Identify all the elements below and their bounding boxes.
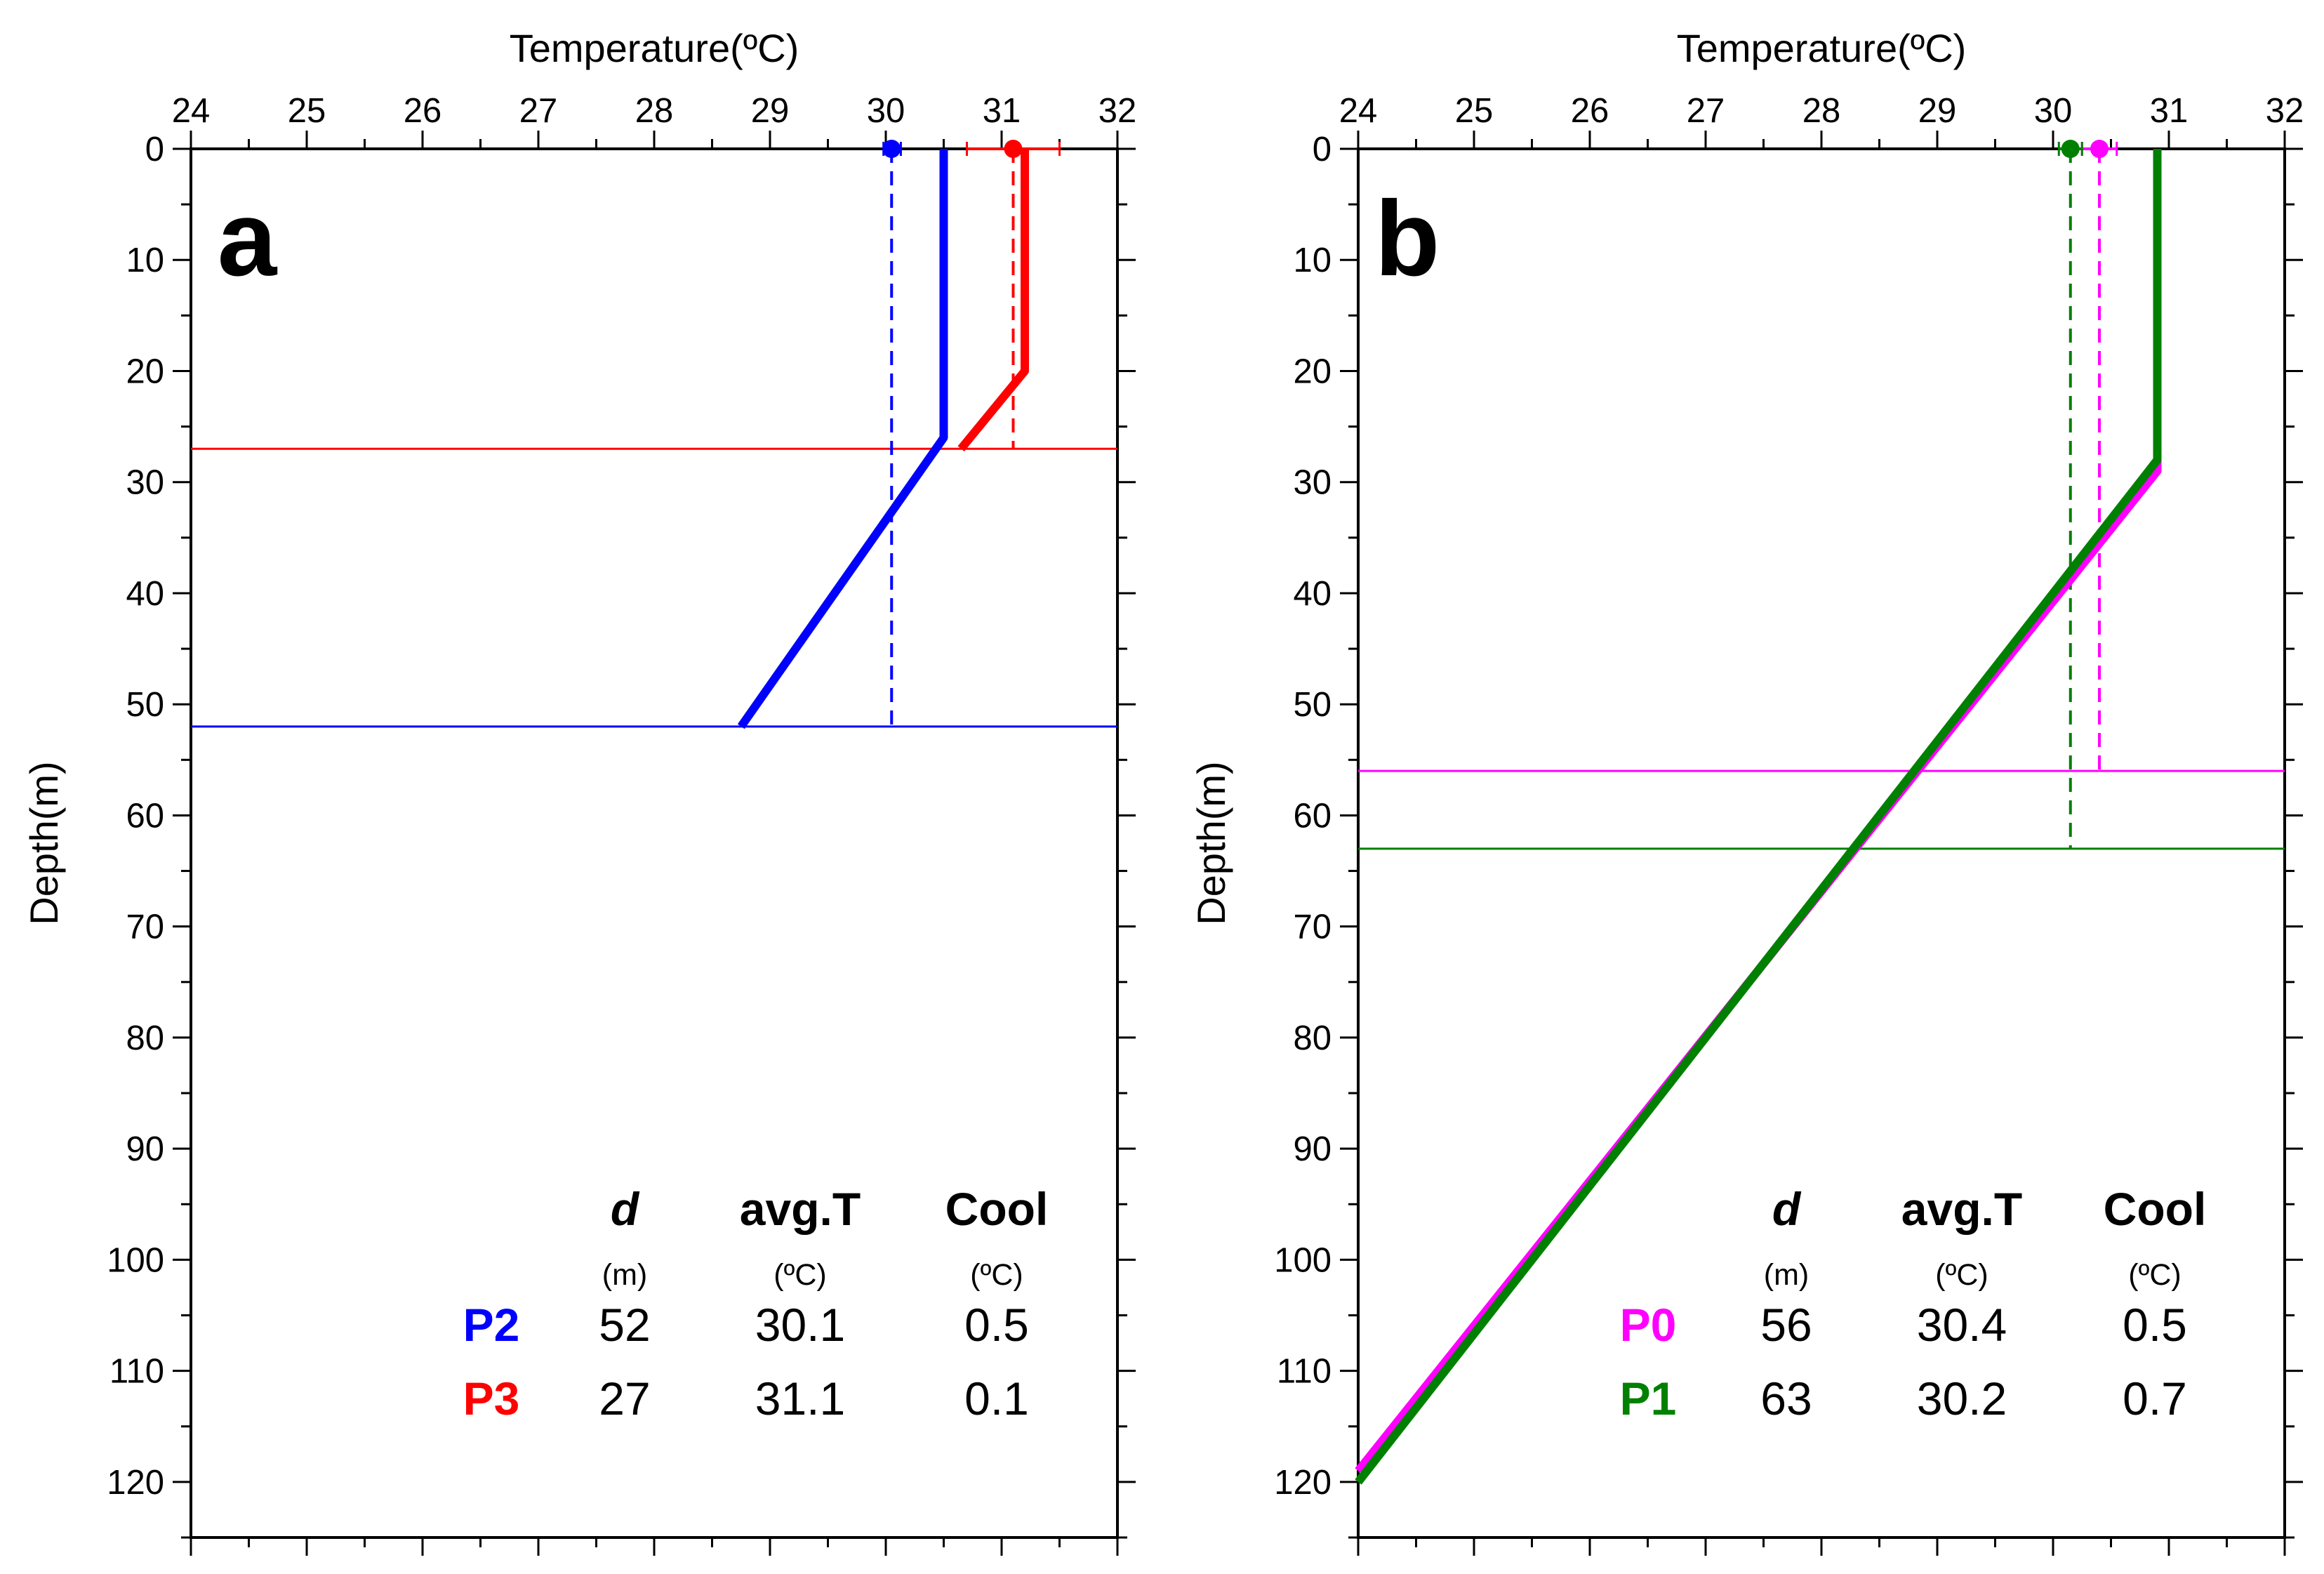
avg-temperature-point-p1 — [2061, 140, 2080, 158]
table-cell: 27 — [599, 1373, 650, 1424]
x-tick-label: 32 — [2266, 92, 2304, 130]
table-unit: (ºC) — [1935, 1258, 1988, 1292]
x-tick-label: 32 — [1098, 92, 1137, 130]
table-cell: 0.5 — [2123, 1299, 2187, 1351]
table-cell: 52 — [599, 1299, 650, 1351]
table-cell: 63 — [1760, 1373, 1812, 1424]
table-header: Cool — [2104, 1183, 2207, 1235]
avg-temperature-point-p2 — [882, 140, 901, 158]
y-tick-label: 110 — [109, 1353, 164, 1391]
y-tick-label: 80 — [1293, 1019, 1332, 1057]
y-axis-title: Depth(m) — [1189, 761, 1233, 925]
x-tick-label: 27 — [519, 92, 558, 130]
y-tick-label: 40 — [126, 575, 164, 613]
x-axis-title: Temperature(ºC) — [510, 26, 799, 70]
table-cell: 30.1 — [755, 1299, 845, 1351]
table-header: d — [1772, 1183, 1802, 1235]
panel-b: 24 25 26 27 28 29 30 31 32 0 10 20 30 40 50 60 70 80 90 100… — [1189, 26, 2304, 1556]
panel-letter: a — [218, 179, 278, 298]
y-tick-label: 50 — [1293, 686, 1332, 724]
y-tick-label: 40 — [1293, 575, 1332, 613]
table-header: d — [611, 1183, 640, 1235]
table-unit: (ºC) — [2128, 1258, 2181, 1292]
x-tick-label: 30 — [2034, 92, 2073, 130]
y-tick-label: 100 — [107, 1241, 164, 1279]
y-tick-label: 110 — [1277, 1353, 1332, 1391]
y-tick-label: 100 — [1274, 1241, 1332, 1279]
x-tick-label: 24 — [1339, 92, 1378, 130]
x-tick-label: 31 — [983, 92, 1021, 130]
x-tick-label: 29 — [1918, 92, 1957, 130]
x-tick-label: 26 — [1571, 92, 1609, 130]
x-tick-label: 29 — [751, 92, 790, 130]
temperature-profile-p0 — [1355, 149, 2162, 1474]
table-header: avg.T — [740, 1183, 861, 1235]
y-tick-label: 0 — [1313, 131, 1332, 168]
table-cell: 0.7 — [2123, 1373, 2187, 1424]
x-tick-label: 30 — [867, 92, 905, 130]
table-cell: 31.1 — [755, 1373, 845, 1424]
x-tick-label: 26 — [404, 92, 442, 130]
temperature-profile-p1 — [1355, 149, 2162, 1485]
avg-temperature-point-p0 — [2090, 140, 2109, 158]
y-tick-label: 90 — [126, 1130, 164, 1168]
table-row-name: P3 — [463, 1373, 520, 1424]
table-cell: 0.1 — [964, 1373, 1029, 1424]
table-cell: 30.4 — [1917, 1299, 2007, 1351]
y-tick-label: 70 — [1293, 908, 1332, 946]
avg-temperature-point-p3 — [1004, 140, 1023, 158]
x-tick-label: 31 — [2150, 92, 2189, 130]
table-unit: (m) — [1764, 1258, 1809, 1292]
y-tick-label: 60 — [126, 797, 164, 835]
table-unit: (ºC) — [970, 1258, 1023, 1292]
y-tick-label: 90 — [1293, 1130, 1332, 1168]
table-cell: 30.2 — [1917, 1373, 2007, 1424]
x-tick-label: 28 — [635, 92, 674, 130]
y-axis-title: Depth(m) — [22, 761, 66, 925]
x-tick-label: 27 — [1687, 92, 1725, 130]
y-tick-label: 20 — [1293, 352, 1332, 390]
temperature-profile-p3 — [957, 149, 1029, 452]
x-tick-label: 28 — [1802, 92, 1841, 130]
y-tick-label: 30 — [1293, 464, 1332, 502]
y-tick-label: 60 — [1293, 797, 1332, 835]
table-row-name: P1 — [1620, 1373, 1677, 1424]
y-tick-label: 70 — [126, 908, 164, 946]
y-tick-label: 80 — [126, 1019, 164, 1057]
y-tick-label: 10 — [1293, 242, 1332, 279]
y-tick-label: 0 — [145, 131, 164, 168]
table-cell: 0.5 — [964, 1299, 1029, 1351]
table-row-name: P0 — [1620, 1299, 1677, 1351]
y-tick-label: 10 — [126, 242, 164, 279]
table-unit: (m) — [602, 1258, 647, 1292]
table-header: avg.T — [1901, 1183, 2022, 1235]
y-tick-label: 50 — [126, 686, 164, 724]
table-cell: 56 — [1760, 1299, 1812, 1351]
x-tick-label: 24 — [172, 92, 211, 130]
temperature-profile-p2 — [737, 149, 948, 729]
y-tick-label: 20 — [126, 352, 164, 390]
table-row-name: P2 — [463, 1299, 520, 1351]
panel-a: 24 25 26 27 28 29 30 31 32 0 10 20 30 40 50 60 70 80 90 100… — [22, 26, 1136, 1556]
panel-letter: b — [1375, 179, 1440, 298]
x-tick-label: 25 — [288, 92, 326, 130]
table-unit: (ºC) — [773, 1258, 826, 1292]
x-axis-title: Temperature(ºC) — [1677, 26, 1967, 70]
x-tick-label: 25 — [1455, 92, 1494, 130]
y-tick-label: 120 — [107, 1464, 164, 1502]
table-header: Cool — [945, 1183, 1049, 1235]
y-tick-label: 30 — [126, 464, 164, 502]
y-tick-label: 120 — [1274, 1464, 1332, 1502]
